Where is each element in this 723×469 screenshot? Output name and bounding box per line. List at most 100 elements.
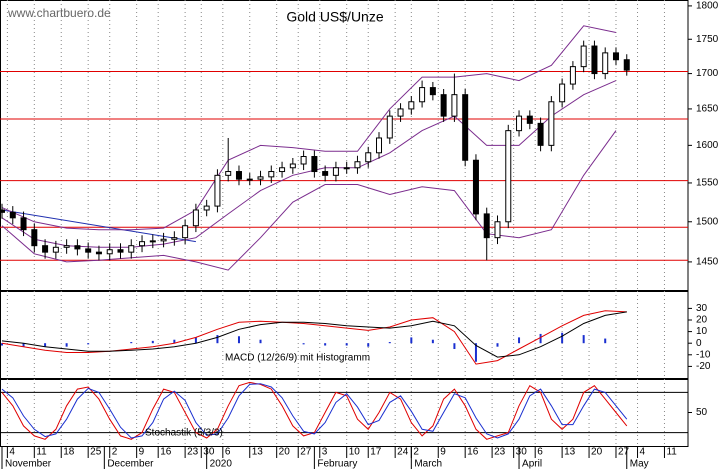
- candle-body: [0, 209, 5, 213]
- candle-body: [397, 108, 404, 117]
- histogram-bar: [87, 343, 90, 345]
- candle-body: [149, 240, 156, 243]
- histogram-bar: [388, 342, 391, 344]
- x-tick-label: 27: [618, 447, 630, 458]
- y-tick-label: 1500: [696, 216, 719, 227]
- candle-body: [591, 45, 598, 75]
- y-tick-label: -10: [696, 349, 711, 360]
- candle-body: [343, 167, 350, 170]
- candle-body: [246, 178, 253, 181]
- stochastic-line: [1, 383, 628, 439]
- candle-body: [192, 209, 199, 227]
- x-tick-label: 30: [203, 447, 215, 458]
- candle-body: [548, 101, 555, 146]
- month-label: February: [317, 459, 357, 469]
- candle-body: [225, 171, 232, 176]
- month-label: May: [630, 459, 649, 469]
- candle-body: [408, 101, 415, 110]
- x-tick-label: 16: [160, 447, 172, 458]
- candle-body: [85, 248, 92, 253]
- x-tick-label: 11: [36, 447, 47, 458]
- x-tick-label: 27: [300, 447, 312, 458]
- y-tick-label: 1700: [696, 68, 719, 79]
- candle-body: [451, 94, 458, 117]
- y-tick-label: 1450: [696, 257, 719, 268]
- candle-body: [171, 237, 178, 240]
- candle-body: [203, 205, 210, 211]
- candle-body: [42, 245, 49, 253]
- x-tick-label: 16: [467, 447, 479, 458]
- candle-body: [580, 45, 587, 68]
- bollinger-middle: [1, 80, 617, 248]
- x-tick-label: 10: [349, 447, 361, 458]
- x-tick-label: 13: [564, 447, 576, 458]
- candle-body: [74, 245, 81, 250]
- candle-body: [300, 156, 307, 165]
- y-tick-label: 10: [696, 326, 708, 337]
- histogram-bar: [496, 343, 499, 347]
- candle-body: [31, 229, 38, 247]
- histogram-bar: [216, 335, 219, 344]
- candle-body: [182, 225, 189, 239]
- x-tick-label: 30: [516, 447, 528, 458]
- candle-body: [505, 130, 512, 223]
- candle-body: [63, 245, 70, 248]
- candle-body: [612, 52, 619, 61]
- indicator-label: MACD (12/26/9) mit Histogramm: [225, 353, 370, 364]
- candle-body: [268, 171, 275, 178]
- x-tick-label: 4: [9, 447, 15, 458]
- histogram-bar: [410, 337, 413, 344]
- histogram-bar: [302, 343, 305, 345]
- month-label: December: [107, 459, 154, 469]
- candle-body: [289, 163, 296, 169]
- candle-body: [128, 245, 135, 253]
- x-tick-label: 24: [397, 447, 409, 458]
- y-tick-label: 30: [696, 303, 708, 314]
- x-tick-label: 2: [112, 447, 118, 458]
- candle-body: [160, 238, 167, 242]
- candle-body: [214, 174, 221, 207]
- histogram-bar: [453, 343, 456, 349]
- histogram-bar: [237, 336, 240, 344]
- month-label: 2020: [210, 459, 233, 469]
- y-tick-label: 50: [696, 407, 708, 418]
- candle-body: [235, 171, 242, 180]
- x-tick-label: 20: [591, 447, 603, 458]
- histogram-bar: [431, 339, 434, 344]
- histogram-bar: [130, 342, 133, 344]
- candle-body: [429, 87, 436, 96]
- candle-body: [472, 159, 479, 215]
- candle-body: [602, 52, 609, 75]
- month-label: April: [522, 459, 542, 469]
- x-tick-label: 17: [370, 447, 382, 458]
- macd-line: [1, 311, 627, 358]
- histogram-bar: [259, 339, 262, 344]
- histogram-bar: [22, 343, 25, 347]
- x-tick-label: 2: [413, 447, 419, 458]
- candle-body: [257, 176, 264, 180]
- histogram-bar: [367, 343, 370, 347]
- y-tick-label: -20: [696, 361, 711, 372]
- histogram-bar: [44, 343, 47, 347]
- candle-body: [483, 213, 490, 239]
- x-tick-label: 9: [139, 447, 145, 458]
- x-tick-label: 20: [279, 447, 291, 458]
- histogram-bar: [474, 343, 477, 362]
- y-tick-label: 1800: [696, 1, 719, 12]
- histogram-bar: [1, 343, 3, 346]
- histogram-bar: [539, 333, 542, 344]
- candle-body: [52, 246, 59, 253]
- x-tick-label: 3: [322, 447, 328, 458]
- candle-body: [526, 115, 533, 124]
- histogram-bar: [173, 339, 176, 344]
- month-label: November: [5, 459, 52, 469]
- x-tick-label: 23: [187, 447, 199, 458]
- candle-body: [20, 217, 27, 231]
- watermark: www.chartbuero.de: [7, 6, 111, 20]
- candle-body: [559, 83, 566, 103]
- bollinger-upper: [1, 25, 617, 231]
- candle-body: [106, 249, 113, 255]
- candle-body: [537, 122, 544, 146]
- stochastic-line: [1, 381, 628, 440]
